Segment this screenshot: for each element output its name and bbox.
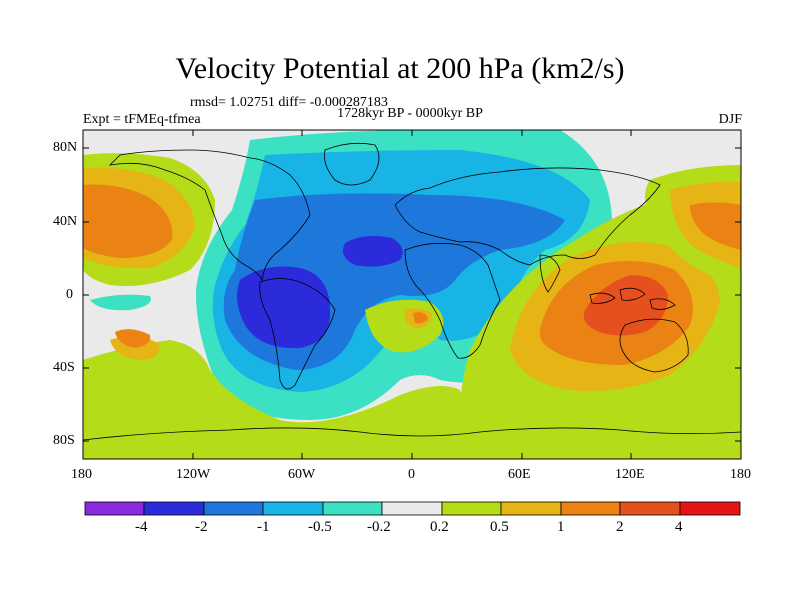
lon-label-120w: 120W [176,467,211,482]
lat-ticks [83,147,741,442]
colorbar-box-5 [322,501,383,516]
lat-label-80n: 80N [53,140,78,155]
stats-text: rmsd= 1.02751 diff= -0.000287183 [190,95,388,110]
colorbar-label: 4 [675,519,683,535]
map-title: Velocity Potential at 200 hPa (km2/s) [175,52,625,85]
lat-label-80s: 80S [53,433,75,448]
lon-ticks [192,130,632,459]
colorbar-box-11 [679,501,741,516]
colorbar-label: -1 [257,519,270,535]
negative-spot-tropical-pacific [90,294,151,311]
negative-core-africa [342,235,403,267]
lon-label-180e: 180 [730,467,751,482]
lat-label-0: 0 [66,287,73,302]
colorbar-label: 0.5 [490,519,509,535]
lon-label-180w: 180 [71,467,92,482]
colorbar-label: 0.2 [430,519,449,535]
colorbar-label: -0.5 [308,519,332,535]
negative-core-south-america [236,266,331,349]
season-label: DJF [718,112,742,127]
lon-label-120e: 120E [615,467,645,482]
experiment-label: Expt = tFMEq-tfmea [83,112,201,127]
colorbar-label: 2 [616,519,624,535]
colorbar-box-4 [262,501,324,516]
positive-region-south-lime [83,340,465,459]
lon-label-60w: 60W [288,467,316,482]
lon-label-0: 0 [408,467,415,482]
colorbar-label: -4 [135,519,148,535]
colorbar-box-8 [500,501,562,516]
contour-field [83,130,741,459]
coastlines [83,142,741,441]
colorbar-box-6 [381,501,443,516]
colorbar-box-1 [84,501,145,516]
colorbar [84,501,741,516]
positive-spot-south-pacific-core [115,329,151,348]
positive-spot-atlantic-core [413,312,428,324]
colorbar-box-9 [560,501,621,516]
colorbar-box-2 [143,501,205,516]
colorbar-label: -0.2 [367,519,391,535]
colorbar-box-10 [619,501,681,516]
colorbar-label: 1 [557,519,565,535]
positive-region-npacific-core [83,184,173,258]
positive-region-npacific-east-core [690,202,741,250]
colorbar-label: -2 [195,519,208,535]
colorbar-box-7 [441,501,502,516]
lat-label-40n: 40N [53,214,78,229]
lat-label-40s: 40S [53,360,75,375]
colorbar-box-3 [203,501,264,516]
period-subtitle: 1728kyr BP - 0000kyr BP [337,106,483,121]
positive-core-maritime-continent [583,275,668,336]
lon-label-60e: 60E [508,467,531,482]
